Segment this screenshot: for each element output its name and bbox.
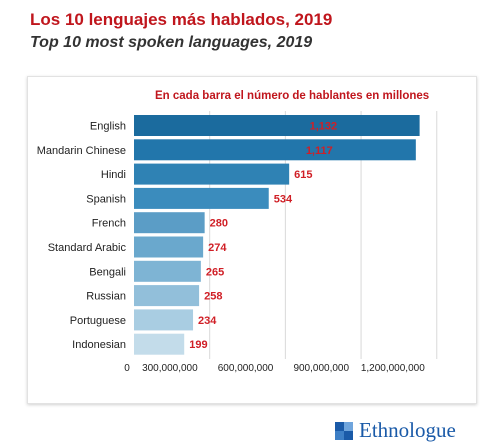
bar-5 — [134, 236, 204, 258]
x-tick-label-1: 300,000,000 — [142, 363, 198, 374]
value-label-8: 234 — [198, 315, 217, 327]
ethnologue-logo-icon — [335, 421, 353, 440]
value-label-4: 280 — [210, 218, 228, 230]
value-label-9: 199 — [189, 339, 207, 351]
bar-0 — [134, 115, 420, 136]
bar-4 — [134, 212, 205, 234]
value-label-5: 274 — [208, 242, 227, 254]
value-label-2: 615 — [294, 169, 312, 181]
category-label-4: French — [92, 218, 126, 230]
value-label-1: 1,117 — [306, 145, 333, 157]
value-label-0: 1,132 — [310, 121, 338, 133]
category-label-3: Spanish — [86, 193, 126, 205]
x-tick-label-3: 900,000,000 — [293, 363, 349, 374]
x-tick-label-4: 1,200,000,000 — [361, 363, 425, 374]
value-label-6: 265 — [206, 266, 224, 278]
bar-7 — [134, 285, 200, 307]
category-label-2: Hindi — [101, 169, 126, 181]
bar-6 — [134, 260, 201, 282]
category-label-9: Indonesian — [72, 339, 126, 351]
ethnologue-logo: Ethnologue — [335, 418, 456, 443]
value-label-3: 534 — [274, 193, 293, 205]
ethnologue-wordmark: Ethnologue — [359, 418, 456, 442]
chart-title-english: Top 10 most spoken languages, 2019 — [30, 34, 313, 51]
category-label-6: Bengali — [89, 266, 126, 278]
x-tick-label-2: 600,000,000 — [218, 363, 274, 374]
category-label-1: Mandarin Chinese — [37, 145, 126, 157]
value-label-7: 258 — [204, 291, 222, 303]
bar-8 — [134, 309, 194, 331]
bar-2 — [134, 163, 290, 185]
chart-title-spanish: Los 10 lenguajes más hablados, 2019 — [30, 10, 333, 29]
category-label-0: English — [90, 121, 126, 133]
x-tick-label-0: 0 — [124, 363, 130, 374]
chart-annotation: En cada barra el número de hablantes en … — [155, 90, 430, 102]
category-label-5: Standard Arabic — [48, 242, 127, 254]
category-label-7: Russian — [86, 291, 126, 303]
bar-9 — [134, 333, 185, 355]
category-label-8: Portuguese — [70, 315, 126, 327]
bar-3 — [134, 187, 269, 209]
bar-1 — [134, 139, 416, 161]
